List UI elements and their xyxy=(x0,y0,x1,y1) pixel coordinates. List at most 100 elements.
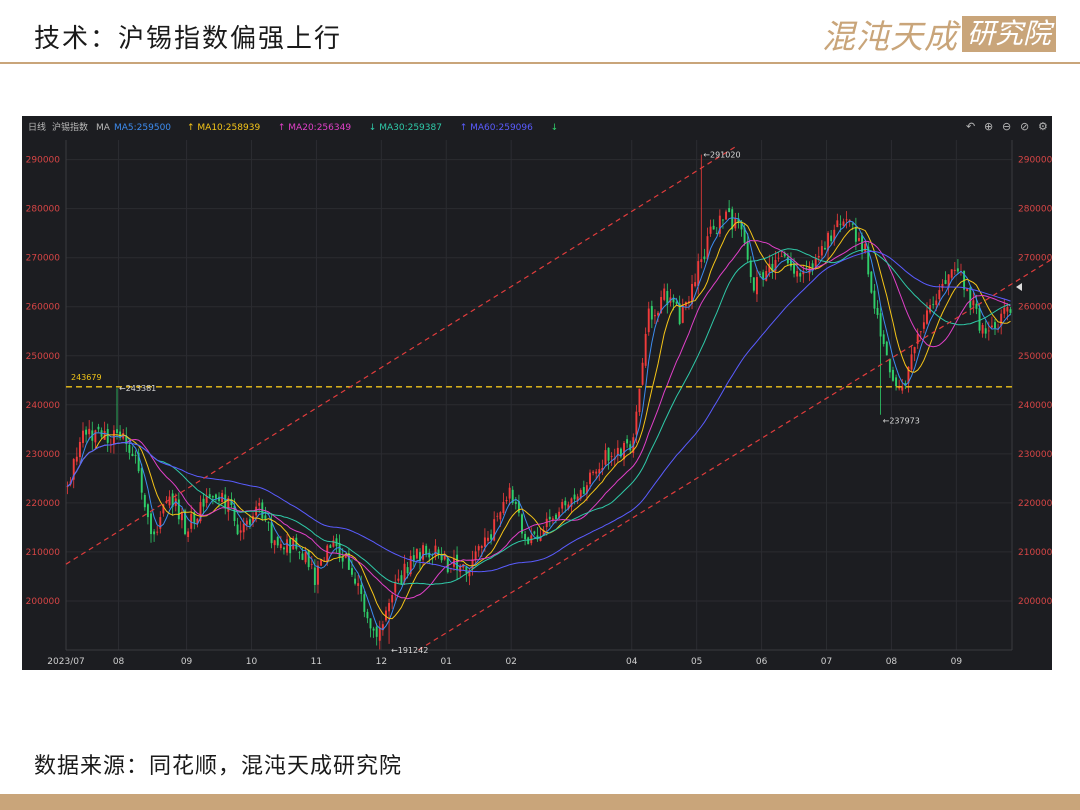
candle-body xyxy=(75,456,78,462)
candle-body xyxy=(619,448,622,457)
y-tick-label-right: 250000 xyxy=(1018,352,1052,362)
candle-body xyxy=(218,496,220,501)
x-tick-label: 08 xyxy=(113,657,125,667)
candle-body xyxy=(483,537,486,547)
candle-body xyxy=(793,263,796,274)
candle-body xyxy=(143,494,146,508)
candle-body xyxy=(524,533,527,540)
candle-body xyxy=(193,512,196,524)
candle-body xyxy=(372,628,375,631)
candle-body xyxy=(817,255,820,258)
legend-item: MA5:259500 xyxy=(114,123,171,133)
candle-body xyxy=(910,354,913,370)
candle-body xyxy=(406,567,409,574)
candle-body xyxy=(629,444,632,451)
candle-body xyxy=(279,544,282,549)
candle-body xyxy=(304,552,307,563)
zoom-out-icon[interactable]: ⊖ xyxy=(1002,120,1011,133)
y-tick-label-right: 280000 xyxy=(1018,205,1052,215)
x-tick-label: 04 xyxy=(626,657,638,667)
candle-body xyxy=(119,431,122,438)
candle-body xyxy=(146,504,149,518)
candle-body xyxy=(301,553,304,560)
candle-body xyxy=(653,315,656,317)
candle-body xyxy=(947,274,950,288)
candle-body xyxy=(211,496,214,498)
candle-body xyxy=(474,551,477,560)
candle-body xyxy=(731,209,734,230)
candle-body xyxy=(208,494,211,498)
candle-body xyxy=(746,241,749,260)
candle-body xyxy=(864,243,867,252)
candle-body xyxy=(694,282,697,287)
y-tick-label-right: 240000 xyxy=(1018,401,1052,411)
candle-body xyxy=(514,501,517,504)
candle-body xyxy=(125,436,128,445)
candle-body xyxy=(836,220,839,228)
candle-body xyxy=(150,513,152,535)
brand-logo: 混沌天成 研究院 xyxy=(822,14,1056,56)
ma-line xyxy=(67,248,1011,586)
candle-body xyxy=(916,334,919,344)
candle-body xyxy=(582,487,585,494)
candle-body xyxy=(400,575,403,585)
candle-body xyxy=(978,308,981,331)
candle-body xyxy=(202,498,205,507)
candle-body xyxy=(131,453,134,457)
candle-body xyxy=(286,539,289,553)
candle-body xyxy=(177,499,180,520)
chart-panel[interactable]: 日线 沪锡指数 MA MA5:259500 ↑ MA10:258939 ↑ MA20… xyxy=(22,116,1052,670)
candle-body xyxy=(366,611,369,619)
candle-body xyxy=(245,520,248,525)
price-marker-icon xyxy=(1016,283,1022,291)
y-tick-label-right: 220000 xyxy=(1018,499,1052,509)
x-tick-label: 06 xyxy=(756,657,768,667)
candle-body xyxy=(839,223,842,225)
y-tick-label-right: 260000 xyxy=(1018,303,1052,313)
zoom-in-icon[interactable]: ⊕ xyxy=(984,120,993,133)
candle-body xyxy=(919,331,922,333)
candle-body xyxy=(861,235,864,252)
reset-icon[interactable]: ⊘ xyxy=(1020,120,1029,133)
candle-body xyxy=(258,502,261,506)
candle-body xyxy=(480,545,483,548)
candle-body xyxy=(975,303,978,309)
x-tick-label: 11 xyxy=(311,657,322,667)
candle-body xyxy=(687,301,690,303)
candle-body xyxy=(153,531,156,535)
candle-body xyxy=(97,426,100,430)
candle-body xyxy=(360,584,363,594)
x-tick-label: 01 xyxy=(441,657,452,667)
candle-body xyxy=(363,594,366,612)
candle-body xyxy=(882,334,885,344)
candle-body xyxy=(783,252,786,257)
x-tick-label: 09 xyxy=(951,657,963,667)
candle-body xyxy=(777,257,780,259)
candle-body xyxy=(922,322,925,329)
candle-body xyxy=(854,227,857,242)
candle-body xyxy=(700,259,703,262)
candle-body xyxy=(610,456,613,458)
candle-body xyxy=(180,512,183,521)
ma-line xyxy=(67,217,1011,631)
candle-body xyxy=(397,578,400,581)
candle-body xyxy=(926,310,928,324)
settings-icon[interactable]: ⚙ xyxy=(1038,120,1048,133)
candle-body xyxy=(527,537,530,545)
candle-body xyxy=(1003,307,1006,314)
extreme-label: ←291020 xyxy=(703,151,740,160)
y-tick-label-left: 290000 xyxy=(26,156,61,166)
candle-body xyxy=(935,300,938,305)
candle-body xyxy=(892,369,894,381)
undo-icon[interactable]: ↶ xyxy=(966,120,975,133)
candle-body xyxy=(273,540,276,546)
candle-body xyxy=(786,256,789,264)
candle-body xyxy=(199,502,202,522)
candle-body xyxy=(802,271,805,275)
candle-body xyxy=(551,518,554,520)
candle-body xyxy=(725,211,727,220)
data-source: 数据来源：同花顺，混沌天成研究院 xyxy=(34,754,403,779)
candlestick-chart[interactable]: 日线 沪锡指数 MA MA5:259500 ↑ MA10:258939 ↑ MA20… xyxy=(22,116,1052,670)
candle-body xyxy=(721,219,724,221)
candle-body xyxy=(604,450,607,465)
